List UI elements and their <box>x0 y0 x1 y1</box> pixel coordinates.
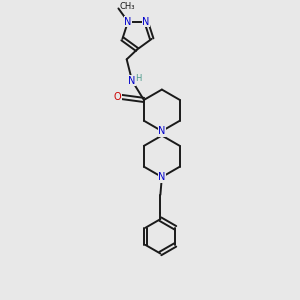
Text: N: N <box>128 76 136 86</box>
Text: O: O <box>114 92 122 102</box>
Text: N: N <box>124 16 132 27</box>
Text: H: H <box>135 74 142 83</box>
Text: N: N <box>158 126 166 136</box>
Text: CH₃: CH₃ <box>120 2 135 11</box>
Text: N: N <box>142 16 150 27</box>
Text: N: N <box>158 172 166 182</box>
